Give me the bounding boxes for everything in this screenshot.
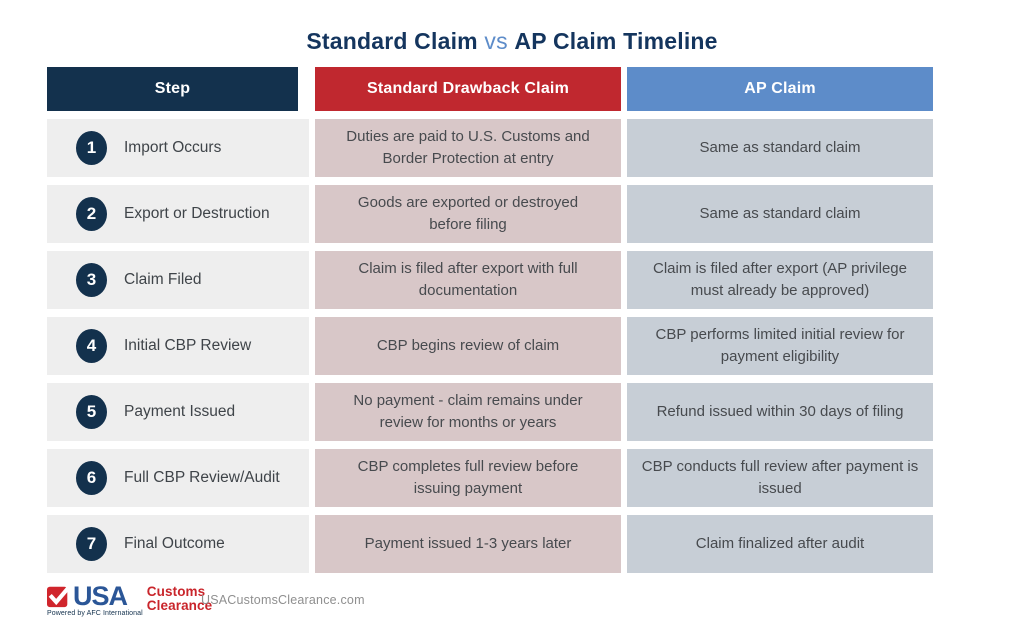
- page-title: Standard Claim vs AP Claim Timeline: [0, 28, 1024, 55]
- standard-claim-cell: No payment - claim remains under review …: [315, 383, 621, 441]
- title-part1: Standard Claim: [306, 28, 478, 54]
- step-label: Initial CBP Review: [124, 336, 252, 354]
- header-step: Step: [47, 67, 298, 111]
- usa-customs-clearance-logo: USA Powered by AFC International Customs…: [47, 583, 212, 617]
- step-label: Import Occurs: [124, 138, 222, 156]
- step-label: Full CBP Review/Audit: [124, 468, 280, 486]
- header-standard-claim: Standard Drawback Claim: [315, 67, 621, 111]
- title-part2: AP Claim Timeline: [514, 28, 718, 54]
- step-number-badge: 5: [76, 395, 107, 429]
- standard-claim-cell: Goods are exported or destroyed before f…: [315, 185, 621, 243]
- ap-claim-cell: Refund issued within 30 days of filing: [627, 383, 933, 441]
- header-ap-claim: AP Claim: [627, 67, 933, 111]
- standard-claim-cell: Duties are paid to U.S. Customs and Bord…: [315, 119, 621, 177]
- ap-claim-cell: CBP conducts full review after payment i…: [627, 449, 933, 507]
- step-number-badge: 1: [76, 131, 107, 165]
- standard-claim-cell: CBP completes full review before issuing…: [315, 449, 621, 507]
- standard-claim-cell: CBP begins review of claim: [315, 317, 621, 375]
- step-number-badge: 2: [76, 197, 107, 231]
- ap-claim-cell: CBP performs limited initial review for …: [627, 317, 933, 375]
- step-cell: 6 Full CBP Review/Audit: [47, 449, 309, 507]
- logo-usa-text: USA: [73, 581, 128, 611]
- step-cell: 2 Export or Destruction: [47, 185, 309, 243]
- step-number-badge: 3: [76, 263, 107, 297]
- logo-customs-text: Customs: [146, 584, 206, 599]
- step-label: Claim Filed: [124, 270, 202, 288]
- logo-clearance-text: Clearance: [146, 597, 213, 613]
- ap-claim-cell: Same as standard claim: [627, 119, 933, 177]
- ap-claim-cell: Same as standard claim: [627, 185, 933, 243]
- website-url-text: USACustomsClearance.com: [201, 593, 365, 607]
- checkbox-check-icon: [47, 582, 74, 608]
- comparison-table: Step Standard Drawback Claim AP Claim 1 …: [47, 67, 933, 573]
- title-vs: vs: [484, 28, 508, 54]
- step-label: Payment Issued: [124, 402, 236, 420]
- step-cell: 7 Final Outcome: [47, 515, 309, 573]
- logo-powered-by-text: Powered by AFC International: [47, 610, 143, 617]
- step-number-badge: 7: [76, 527, 107, 561]
- standard-claim-cell: Payment issued 1-3 years later: [315, 515, 621, 573]
- step-label: Export or Destruction: [124, 204, 270, 222]
- step-number-badge: 4: [76, 329, 107, 363]
- standard-claim-cell: Claim is filed after export with full do…: [315, 251, 621, 309]
- step-cell: 1 Import Occurs: [47, 119, 309, 177]
- ap-claim-cell: Claim finalized after audit: [627, 515, 933, 573]
- step-cell: 4 Initial CBP Review: [47, 317, 309, 375]
- ap-claim-cell: Claim is filed after export (AP privileg…: [627, 251, 933, 309]
- step-number-badge: 6: [76, 461, 107, 495]
- step-label: Final Outcome: [124, 534, 225, 552]
- step-cell: 5 Payment Issued: [47, 383, 309, 441]
- step-cell: 3 Claim Filed: [47, 251, 309, 309]
